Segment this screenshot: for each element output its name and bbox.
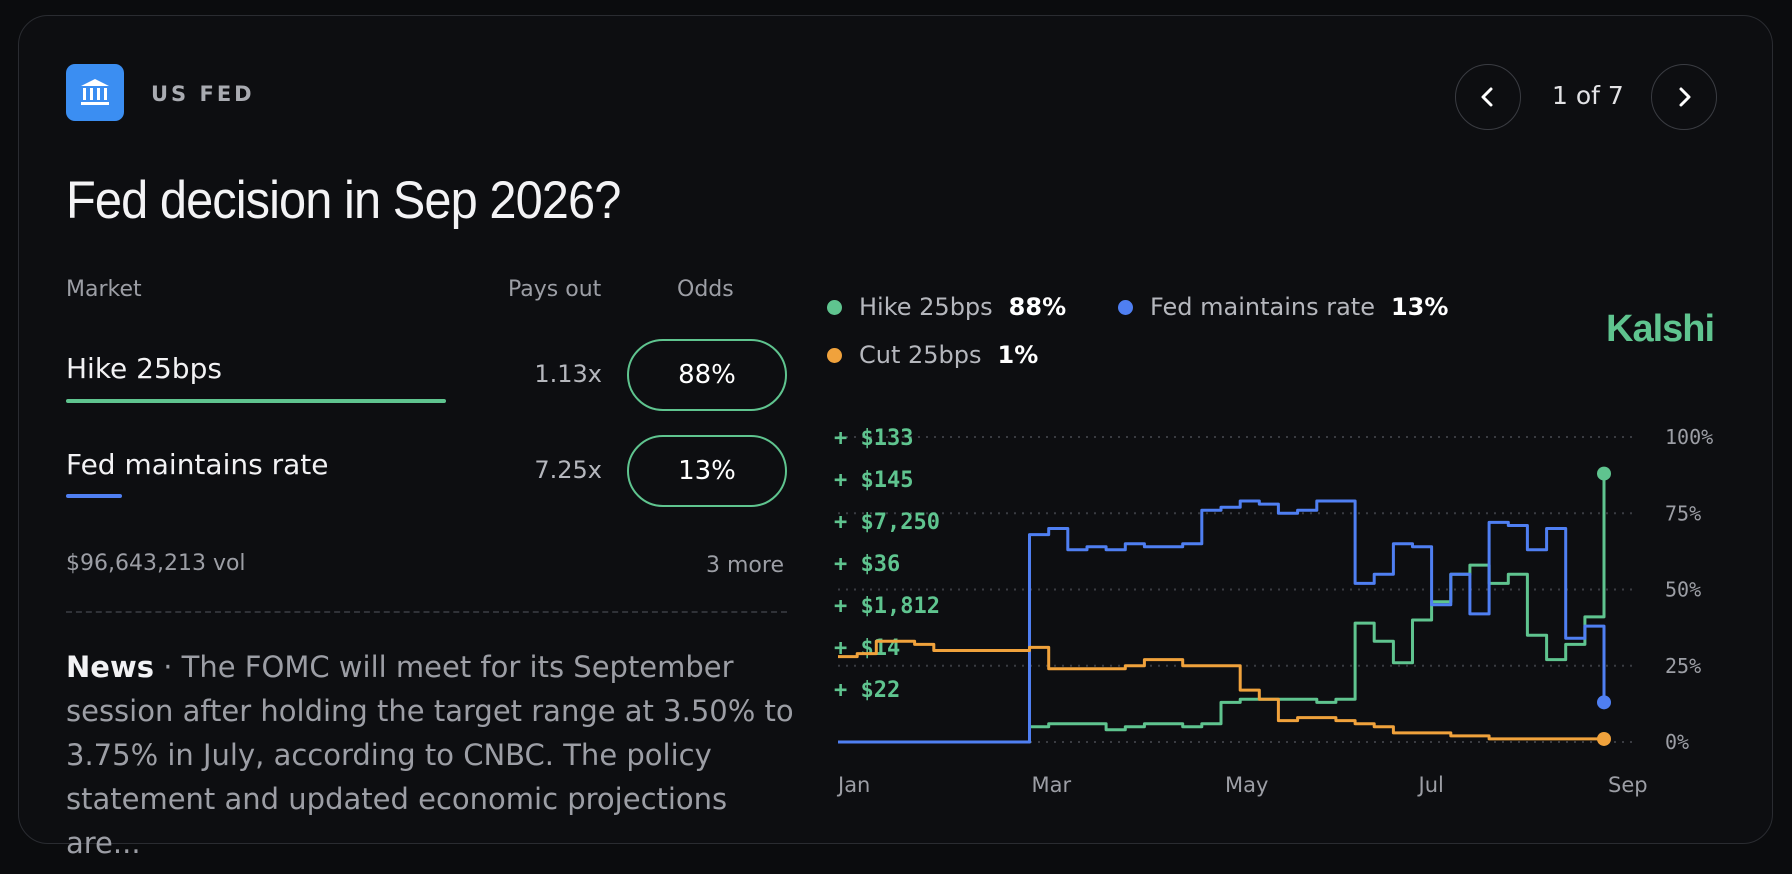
legend-item-maintain: Fed maintains rate 13% bbox=[1118, 293, 1448, 321]
legend-dot-cut bbox=[827, 347, 842, 363]
legend-name-cut: Cut 25bps bbox=[859, 341, 982, 369]
news-text: · The FOMC will meet for its September s… bbox=[66, 650, 794, 860]
y-tick-label: 75% bbox=[1665, 501, 1701, 525]
series-end-dot bbox=[1597, 731, 1611, 746]
payout-ticker-label: + $22 bbox=[834, 678, 900, 703]
odds-button-maintain[interactable]: 13% bbox=[627, 435, 787, 507]
payout-ticker-label: + $36 bbox=[834, 552, 900, 577]
kalshi-logo: Kalshi bbox=[1606, 308, 1715, 350]
x-tick-label: Mar bbox=[1032, 773, 1072, 797]
y-tick-label: 100% bbox=[1665, 425, 1713, 449]
payout-ticker-label: + $7,250 bbox=[834, 510, 940, 535]
legend-pct-cut: 1% bbox=[997, 341, 1039, 369]
market-name-maintain[interactable]: Fed maintains rate bbox=[66, 448, 329, 481]
y-tick-label: 25% bbox=[1665, 654, 1701, 678]
y-tick-label: 0% bbox=[1665, 730, 1689, 754]
more-markets-link[interactable]: 3 more bbox=[706, 553, 784, 578]
market-title: Fed decision in Sep 2026? bbox=[66, 171, 621, 230]
bank-building-icon bbox=[81, 78, 109, 105]
chevron-right-icon bbox=[1679, 87, 1691, 107]
payout-maintain: 7.25x bbox=[534, 456, 602, 484]
legend-dot-hike bbox=[827, 299, 842, 315]
market-bar-hike bbox=[66, 399, 446, 403]
category-label: US FED bbox=[151, 82, 255, 106]
volume-text: $96,643,213 vol bbox=[66, 551, 246, 576]
series-line bbox=[838, 499, 1606, 744]
column-header-payout: Pays out bbox=[508, 277, 602, 302]
legend-pct-maintain: 13% bbox=[1390, 293, 1449, 321]
previous-button[interactable] bbox=[1455, 64, 1521, 130]
legend-item-cut: Cut 25bps 1% bbox=[827, 341, 1038, 369]
chevron-left-icon bbox=[1481, 87, 1493, 107]
series-line bbox=[838, 639, 1604, 741]
column-header-market: Market bbox=[66, 277, 142, 302]
payout-ticker-label: + $145 bbox=[834, 468, 913, 493]
divider bbox=[66, 611, 787, 613]
column-header-odds: Odds bbox=[677, 277, 734, 302]
y-tick-label: 50% bbox=[1665, 578, 1701, 602]
news-label: News bbox=[66, 650, 154, 684]
pager-text: 1 of 7 bbox=[1552, 81, 1624, 110]
legend-pct-hike: 88% bbox=[1008, 293, 1067, 321]
payout-hike: 1.13x bbox=[534, 360, 602, 388]
x-tick-label: Jan bbox=[836, 773, 870, 797]
news-block: News · The FOMC will meet for its Septem… bbox=[66, 645, 796, 865]
legend-item-hike: Hike 25bps 88% bbox=[827, 293, 1066, 321]
legend-name-maintain: Fed maintains rate bbox=[1150, 293, 1375, 321]
x-tick-label: Sep bbox=[1608, 773, 1648, 797]
next-button[interactable] bbox=[1651, 64, 1717, 130]
x-tick-label: Jul bbox=[1417, 773, 1444, 797]
market-bar-maintain bbox=[66, 494, 122, 498]
price-chart: + $133+ $145+ $7,250+ $36+ $1,812+ $14+ … bbox=[834, 425, 1713, 797]
market-name-hike[interactable]: Hike 25bps bbox=[66, 352, 222, 385]
series-end-dot bbox=[1597, 695, 1611, 710]
legend-dot-maintain bbox=[1118, 299, 1133, 315]
payout-ticker-label: + $133 bbox=[834, 426, 913, 451]
category-logo bbox=[66, 64, 124, 121]
payout-ticker-label: + $1,812 bbox=[834, 594, 940, 619]
legend-name-hike: Hike 25bps bbox=[859, 293, 993, 321]
x-tick-label: May bbox=[1225, 773, 1268, 797]
odds-button-hike[interactable]: 88% bbox=[627, 339, 787, 411]
market-card bbox=[18, 15, 1773, 844]
series-end-dot bbox=[1597, 466, 1611, 481]
